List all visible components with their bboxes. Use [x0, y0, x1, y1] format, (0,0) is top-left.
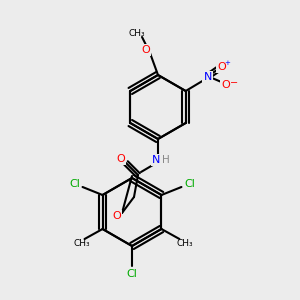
Text: CH₃: CH₃ — [176, 238, 193, 247]
Text: O: O — [142, 45, 150, 55]
Text: N: N — [203, 72, 212, 82]
Text: Cl: Cl — [184, 179, 195, 189]
Text: O: O — [217, 62, 226, 72]
Text: H: H — [162, 155, 170, 165]
Text: Cl: Cl — [127, 269, 137, 279]
Text: O: O — [221, 80, 230, 90]
Text: −: − — [230, 78, 238, 88]
Text: N: N — [152, 155, 160, 165]
Text: +: + — [225, 60, 231, 66]
Text: Cl: Cl — [69, 179, 80, 189]
Text: O: O — [112, 211, 122, 221]
Text: CH₃: CH₃ — [129, 29, 145, 38]
Text: O: O — [117, 154, 125, 164]
Text: CH₃: CH₃ — [73, 238, 90, 247]
